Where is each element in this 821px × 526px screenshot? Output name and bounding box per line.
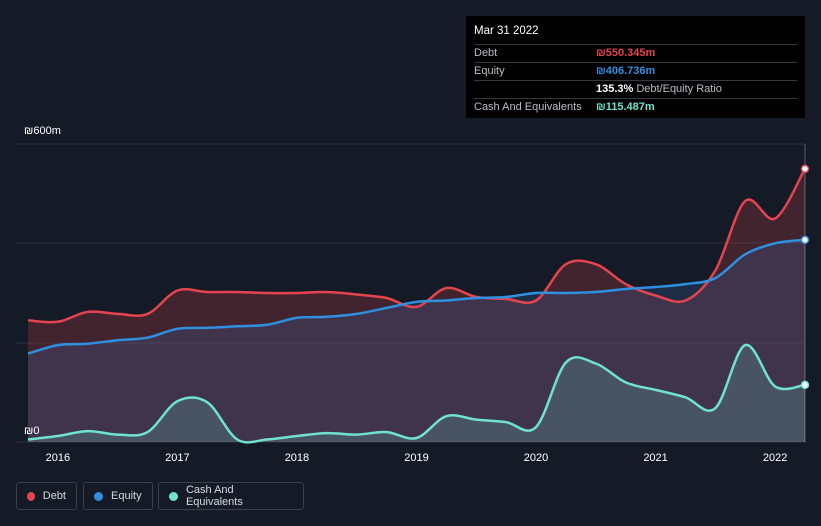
tooltip-ratio-row: 135.3% Debt/Equity Ratio (474, 81, 797, 99)
x-tick-2020: 2020 (524, 452, 548, 464)
legend-equity-label: Equity (111, 490, 142, 502)
equity-end-marker (800, 235, 810, 245)
equity-line[interactable] (27, 238, 806, 355)
x-tick-2021: 2021 (643, 452, 667, 464)
cash-line[interactable] (27, 343, 806, 444)
legend-debt-label: Debt (42, 490, 66, 502)
tooltip-ratio-spacer (474, 81, 596, 98)
legend-cash-button[interactable]: Cash And Equivalents (158, 482, 304, 510)
tooltip-equity-value: ₪406.736m (596, 65, 656, 77)
cash-dot-icon (169, 491, 178, 501)
tooltip-cash-value: ₪115.487m (596, 101, 655, 113)
x-tick-2019: 2019 (404, 452, 428, 464)
x-tick-2022: 2022 (763, 452, 787, 464)
tooltip-debt-value: ₪550.345m (596, 47, 656, 59)
tooltip-equity-label: Equity (474, 65, 505, 77)
tooltip-cash-row: Cash And Equivalents ₪115.487m (474, 99, 797, 116)
equity-dot-icon (94, 491, 103, 501)
tooltip-cash-label: Cash And Equivalents (474, 101, 582, 113)
x-tick-2016: 2016 (46, 452, 70, 464)
debt-dot-icon (27, 491, 35, 501)
x-tick-2018: 2018 (285, 452, 309, 464)
y-axis-zero-label: ₪0 (24, 425, 40, 437)
tooltip-debt-label: Debt (474, 47, 498, 59)
tooltip-equity-row: Equity ₪406.736m (474, 63, 797, 81)
equity-area (28, 239, 805, 442)
debt-end-marker (800, 164, 810, 174)
legend-debt-button[interactable]: Debt (16, 482, 77, 510)
cash-end-marker (800, 380, 810, 390)
debt-line[interactable] (27, 168, 807, 324)
legend-cash-label: Cash And Equivalents (185, 484, 243, 508)
cash-area (28, 344, 805, 443)
tooltip-date: Mar 31 2022 (474, 24, 797, 45)
y-axis-top-label: ₪600m (24, 125, 61, 137)
tooltip-ratio-label: Debt/Equity Ratio (636, 83, 722, 95)
tooltip-ratio-value: 135.3% (596, 83, 634, 95)
tooltip-debt-row: Debt ₪550.345m (474, 45, 797, 63)
legend-equity-button[interactable]: Equity (83, 482, 153, 510)
data-tooltip: Mar 31 2022 Debt ₪550.345m Equity ₪406.7… (466, 16, 805, 118)
x-tick-2017: 2017 (165, 452, 189, 464)
